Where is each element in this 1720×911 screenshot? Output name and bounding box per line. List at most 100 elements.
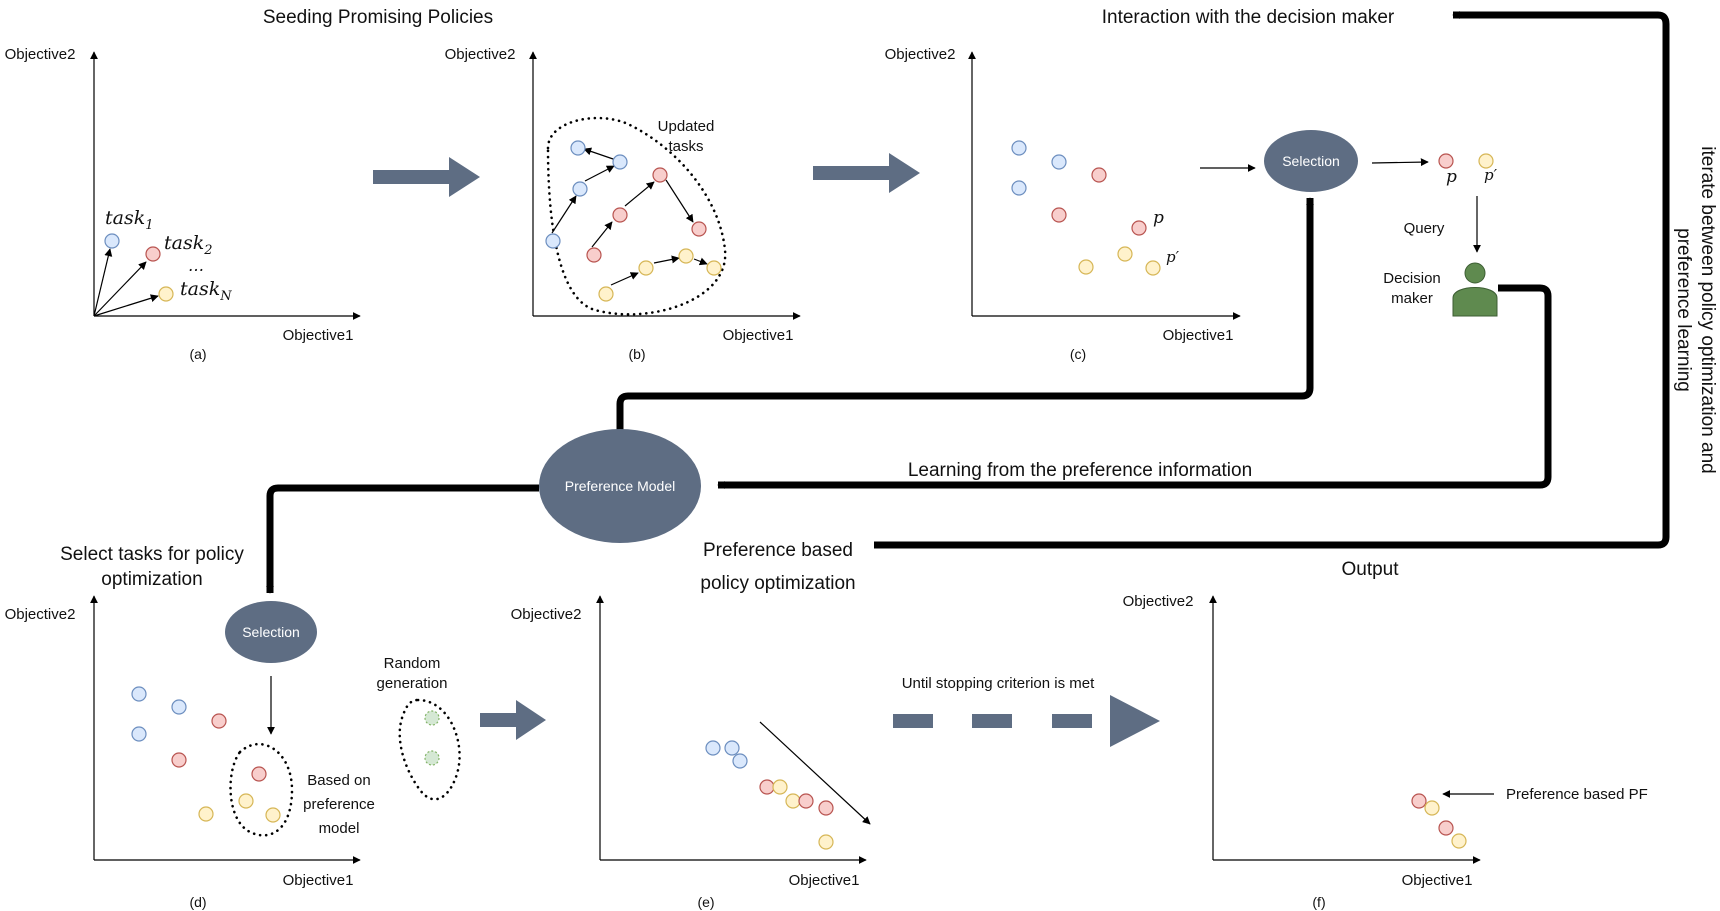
y-label-d: Objective2 bbox=[5, 606, 76, 623]
panel-label-a: (a) bbox=[189, 346, 206, 362]
y-label-a: Objective2 bbox=[5, 46, 76, 63]
x-label-a: Objective1 bbox=[283, 327, 354, 344]
heading-seeding: Seeding Promising Policies bbox=[263, 7, 493, 28]
dashed-arrow-until bbox=[893, 695, 1160, 747]
arrow-feedback-to-model bbox=[717, 284, 1552, 489]
label-task1: task1 bbox=[105, 207, 154, 233]
update-arrow-8 bbox=[653, 255, 680, 264]
panel-c: Objective2 Objective1 (c) p p′ bbox=[885, 46, 1241, 362]
point-f-red-1 bbox=[1411, 793, 1427, 809]
heading-iterate-line1: iterate between policy optimization and bbox=[1697, 146, 1718, 473]
update-arrow-9 bbox=[693, 257, 708, 266]
person-icon bbox=[1452, 262, 1498, 317]
point-b-yellow-3 bbox=[706, 260, 722, 276]
heading-iterate: iterate between policy optimization and … bbox=[1673, 146, 1718, 473]
heading-select-line2: optimization bbox=[101, 569, 202, 590]
pref-pf-label: Preference based PF bbox=[1506, 786, 1648, 803]
x-label-e: Objective1 bbox=[789, 872, 860, 889]
panel-label-c: (c) bbox=[1070, 346, 1086, 362]
random-label-line2: generation bbox=[377, 675, 448, 692]
point-e-yellow-1 bbox=[772, 779, 788, 795]
random-generation: Random generation bbox=[377, 655, 461, 801]
heading-learning: Learning from the preference information bbox=[908, 460, 1252, 481]
query-label: Query bbox=[1404, 220, 1445, 237]
point-e-blue-1 bbox=[705, 740, 721, 756]
flow-arrow-ab bbox=[373, 157, 480, 197]
point-c-yellow-1 bbox=[1078, 259, 1094, 275]
point-f-yellow-2 bbox=[1451, 833, 1467, 849]
arrow-selection-to-pair bbox=[1371, 158, 1429, 167]
point-e-red-1 bbox=[759, 779, 775, 795]
label-c-p: p bbox=[1153, 208, 1164, 228]
flow-arrow-de bbox=[480, 700, 546, 740]
point-e-yellow-2 bbox=[785, 793, 801, 809]
update-arrow-2 bbox=[584, 165, 615, 182]
selection-node-top: Selection bbox=[1264, 130, 1358, 192]
dotted-region-b bbox=[546, 116, 727, 316]
point-c-blue-2 bbox=[1051, 154, 1067, 170]
point-d-yellow-1 bbox=[198, 806, 214, 822]
label-taskN: taskN bbox=[180, 278, 232, 304]
point-c-blue-1 bbox=[1011, 140, 1027, 156]
point-d-blue-1 bbox=[131, 686, 147, 702]
point-d-yellow-2 bbox=[265, 807, 281, 823]
point-b-blue-4 bbox=[545, 233, 561, 249]
heading-interaction: Interaction with the decision maker bbox=[1102, 7, 1395, 28]
point-b-yellow-4 bbox=[598, 286, 614, 302]
selection-label-bottom: Selection bbox=[242, 624, 300, 640]
point-task1 bbox=[104, 233, 120, 249]
point-b-red-3 bbox=[691, 221, 707, 237]
point-query-p-prime bbox=[1478, 153, 1494, 169]
selection-ellipse-top bbox=[1264, 130, 1358, 192]
point-b-red-4 bbox=[586, 247, 602, 263]
vector-taskN bbox=[93, 294, 159, 317]
point-e-red-3 bbox=[818, 800, 834, 816]
decision-label-line1: Decision bbox=[1383, 270, 1441, 287]
heading-select-line1: Select tasks for policy bbox=[60, 544, 244, 565]
selection-ellipse-bottom bbox=[225, 601, 317, 663]
vector-task1 bbox=[93, 248, 113, 317]
selection-node-bottom: Selection bbox=[225, 601, 317, 663]
updated-label-line1: Updated bbox=[658, 118, 715, 135]
label-ellipsis: … bbox=[188, 256, 204, 275]
update-arrow-1 bbox=[551, 195, 577, 234]
random-label-line1: Random bbox=[384, 655, 441, 672]
vector-task2 bbox=[93, 261, 147, 317]
x-label-d: Objective1 bbox=[283, 872, 354, 889]
panel-d: Objective2 Objective1 (d) Based on prefe… bbox=[5, 595, 375, 910]
arrow-optimization-direction bbox=[759, 721, 871, 825]
heading-pref-opt-line1: Preference based bbox=[703, 540, 853, 561]
point-b-red-2 bbox=[612, 207, 628, 223]
decision-label-line2: maker bbox=[1391, 290, 1433, 307]
point-b-blue-2 bbox=[612, 154, 628, 170]
x-label-c: Objective1 bbox=[1163, 327, 1234, 344]
decision-maker: Decision maker bbox=[1383, 262, 1498, 317]
point-c-blue-3 bbox=[1011, 180, 1027, 196]
y-label-c: Objective2 bbox=[885, 46, 956, 63]
arrow-model-to-selection bbox=[616, 197, 1314, 440]
point-task2 bbox=[145, 246, 161, 262]
panel-f: Objective2 Objective1 (f) Preference bas… bbox=[1123, 593, 1648, 910]
point-b-yellow-1 bbox=[638, 260, 654, 276]
based-label-line2: preference bbox=[303, 796, 375, 813]
y-label-f: Objective2 bbox=[1123, 593, 1194, 610]
point-taskN bbox=[158, 286, 174, 302]
label-task2: task2 bbox=[164, 232, 213, 258]
point-c-red-2 bbox=[1051, 207, 1067, 223]
preference-model-label: Preference Model bbox=[565, 478, 676, 494]
update-arrow-5 bbox=[624, 181, 655, 207]
x-label-f: Objective1 bbox=[1402, 872, 1473, 889]
point-c-yellow-2 bbox=[1117, 246, 1133, 262]
until-label: Until stopping criterion is met bbox=[902, 675, 1095, 692]
flow-arrow-bc bbox=[813, 153, 920, 193]
panel-a: Objective2 Objective1 (a) task1 task2 … … bbox=[5, 46, 361, 362]
updated-label-line2: tasks bbox=[668, 138, 703, 155]
point-c-red-1 bbox=[1091, 167, 1107, 183]
x-label-b: Objective1 bbox=[723, 327, 794, 344]
panel-label-d: (d) bbox=[189, 894, 206, 910]
arrow-model-to-selection-bottom bbox=[266, 484, 539, 594]
point-d-red-1 bbox=[211, 713, 227, 729]
point-c-yellow-p-prime bbox=[1145, 260, 1161, 276]
heading-output: Output bbox=[1341, 559, 1399, 580]
